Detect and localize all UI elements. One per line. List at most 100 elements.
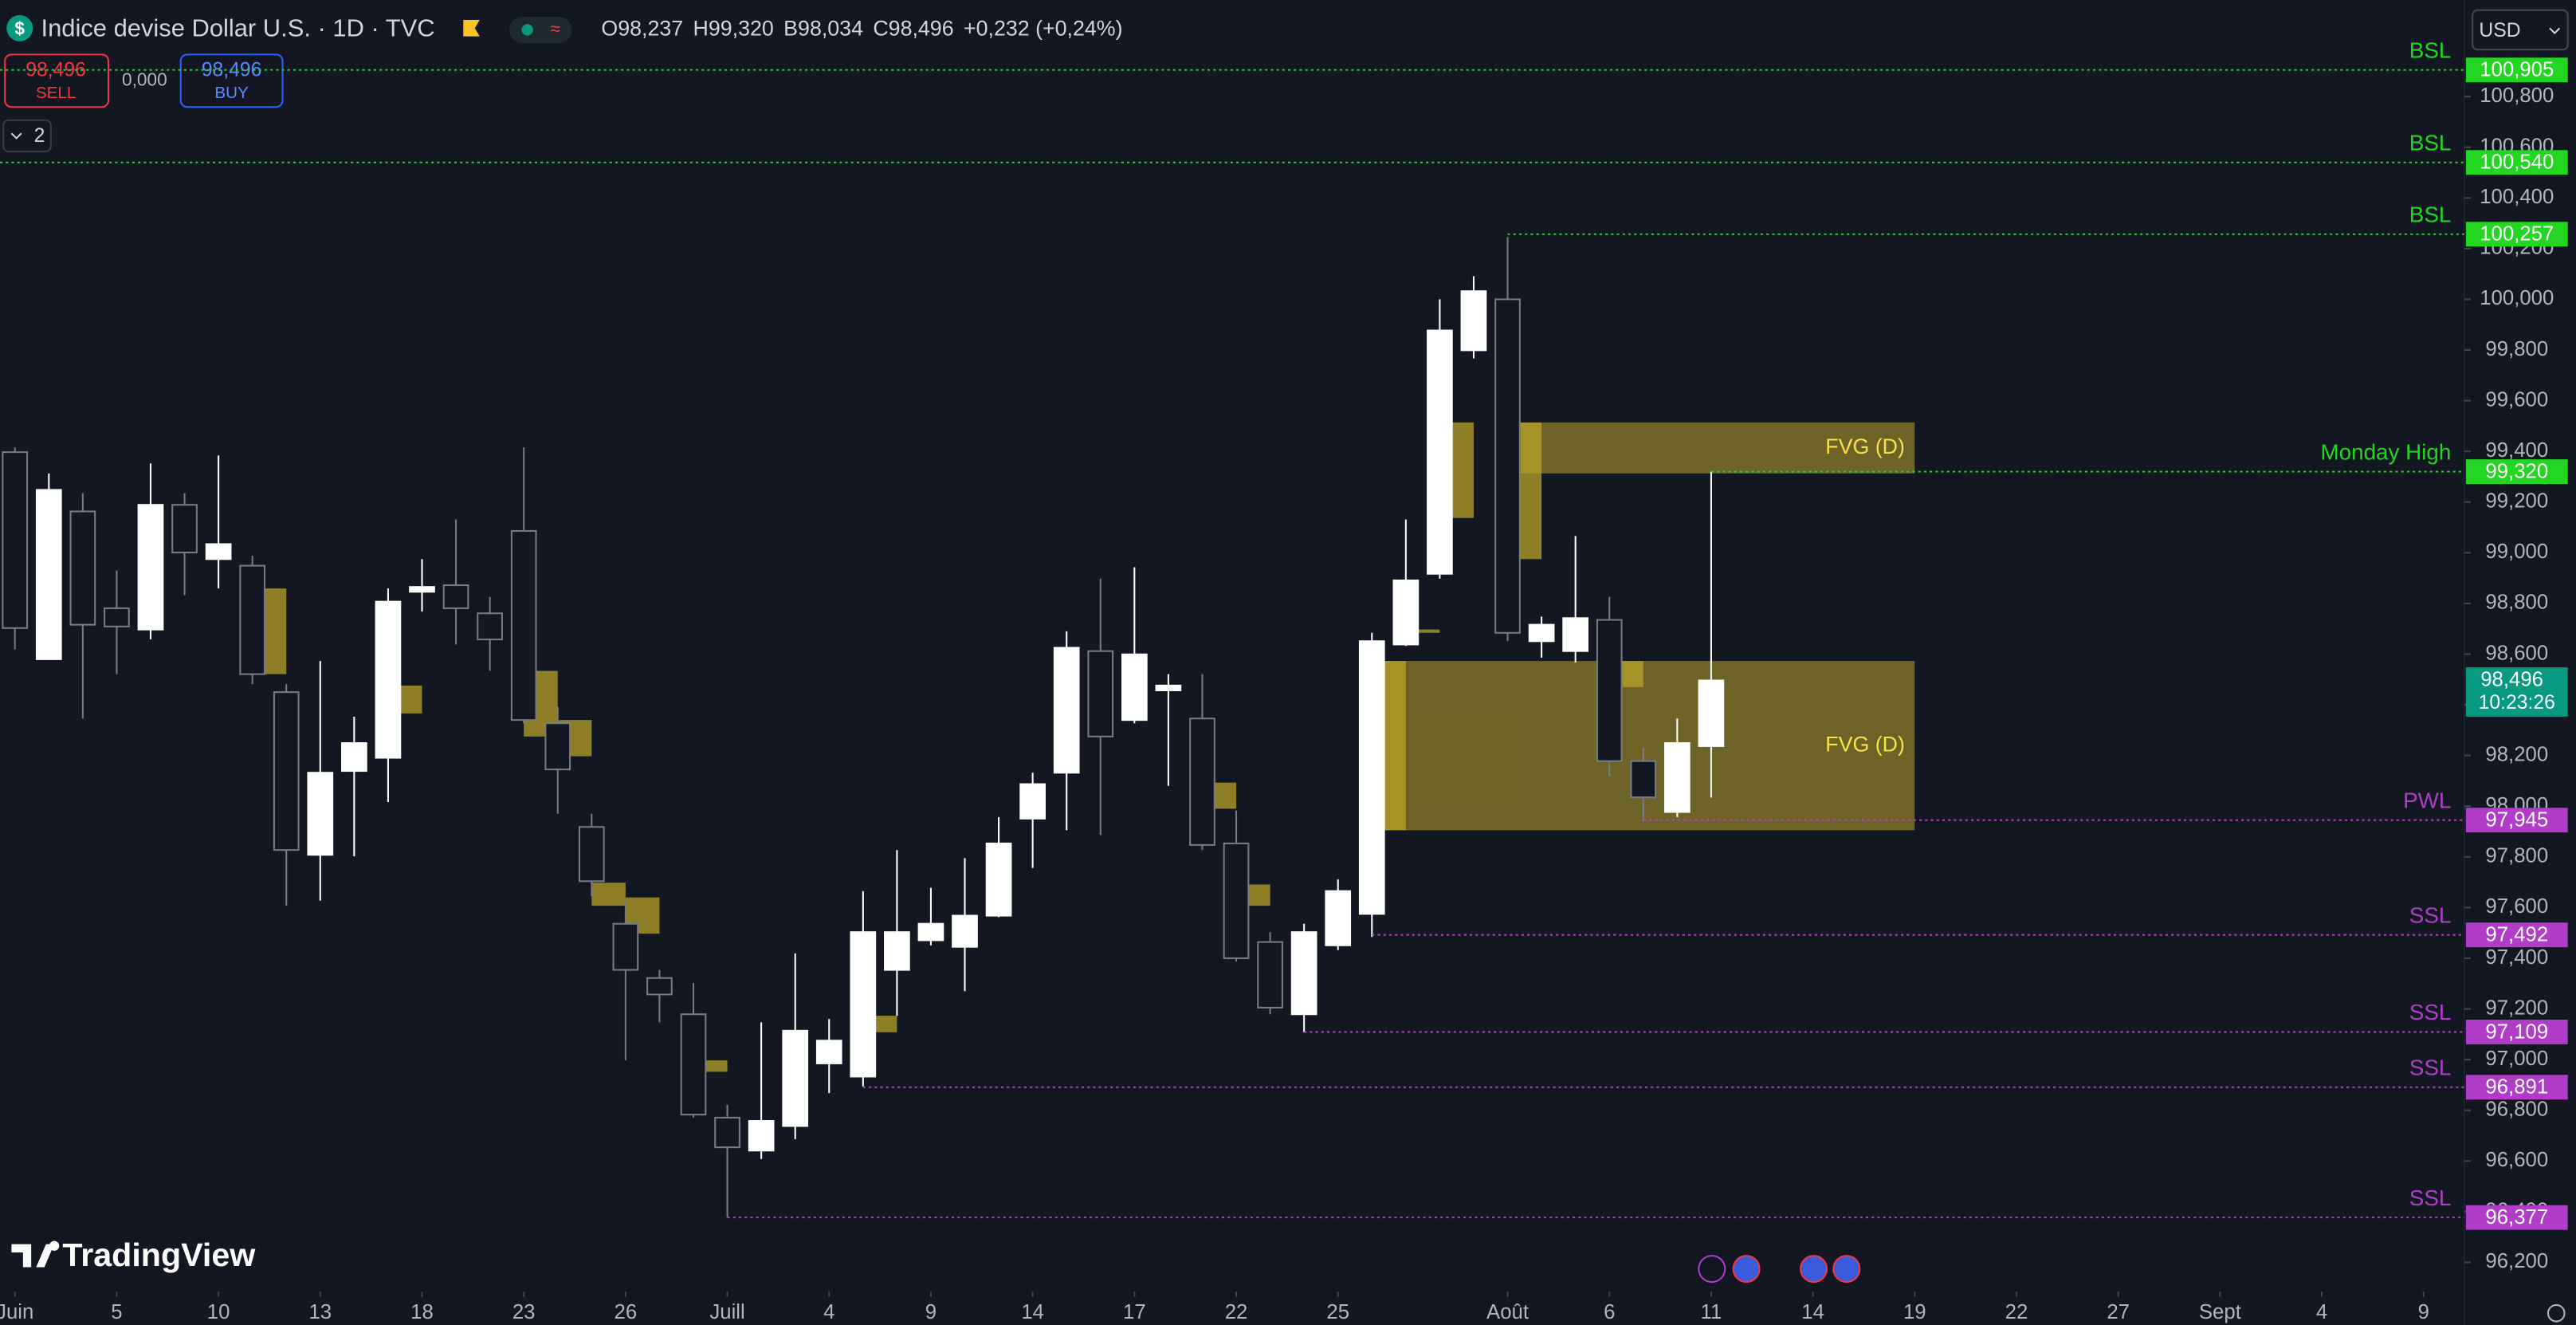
y-tick-label: 99,000	[2485, 541, 2548, 563]
event-icon[interactable]	[1800, 1255, 1828, 1284]
x-tick-label: 22	[1225, 1301, 1248, 1323]
level-badge-label: 97,109	[2485, 1020, 2548, 1043]
ohlc-value: 98,496	[889, 17, 954, 41]
last-price-label: 98,496	[2480, 668, 2543, 690]
level-badge-label: 97,945	[2485, 809, 2548, 832]
countdown: 10:23:26	[2479, 692, 2555, 714]
plot: FVG (D) FVG (D)	[2, 237, 1915, 1218]
candle-body	[1630, 760, 1657, 799]
level-badge-label: 100,540	[2480, 151, 2554, 174]
indicator-toggle[interactable]	[2, 119, 52, 152]
x-tick-label: Juin	[0, 1301, 33, 1323]
level-badge	[2465, 1205, 2568, 1230]
x-tick-label: 14	[1801, 1301, 1824, 1323]
fvg-gap	[1405, 629, 1440, 633]
x-tick-label: 9	[925, 1301, 937, 1323]
fvg-label: FVG (D)	[1825, 732, 1905, 756]
candle-body	[1121, 653, 1148, 721]
candle-body	[1223, 842, 1250, 959]
candle-body	[782, 1029, 809, 1127]
settings-icon[interactable]	[2547, 1303, 2566, 1323]
level-badge-label: 96,891	[2485, 1076, 2548, 1099]
y-tick-label: 96,600	[2485, 1149, 2548, 1171]
level-badge	[2465, 922, 2568, 948]
event-icon[interactable]	[1698, 1255, 1726, 1284]
last-price-badge	[2465, 667, 2568, 717]
y-tick-label: 99,400	[2485, 439, 2548, 462]
level-badge	[2465, 150, 2568, 175]
level-badge	[2465, 459, 2568, 485]
chevron	[10, 132, 22, 140]
candle-body	[205, 543, 232, 560]
x-tick-label: 19	[1903, 1301, 1926, 1323]
candle-body	[171, 504, 198, 554]
candle-body	[307, 772, 334, 856]
ohlc-key: B	[783, 17, 798, 41]
candle-body	[952, 914, 978, 948]
candle-body	[1019, 783, 1046, 820]
level-badge-label: 99,320	[2485, 460, 2548, 482]
candle-body	[1494, 298, 1521, 634]
level-name: SSL	[2409, 1055, 2452, 1079]
candle-body	[104, 607, 130, 627]
level-name: SSL	[2409, 1000, 2452, 1024]
y-tick-label: 96,200	[2485, 1250, 2548, 1272]
y-tick-label: 98,800	[2485, 592, 2548, 614]
buy-button[interactable]	[179, 53, 284, 108]
ohlc-value: 99,320	[709, 17, 774, 41]
candle-body	[35, 489, 62, 660]
y-tick-label: 97,200	[2485, 997, 2548, 1019]
ohlc-line: O98,237 H99,320 B98,034 C98,496 +0,232 (+0,2…	[601, 17, 1122, 41]
x-tick-label: 10	[207, 1301, 230, 1323]
candle-body	[917, 922, 944, 942]
x-tick-label: 26	[615, 1301, 638, 1323]
candle-body	[137, 504, 164, 631]
currency-select[interactable]	[2472, 9, 2569, 51]
candle-body	[409, 586, 435, 593]
candle-body	[477, 612, 503, 641]
candle-body	[1290, 931, 1317, 1016]
event-icon[interactable]	[1732, 1255, 1761, 1284]
candle-body	[1189, 718, 1215, 846]
y-tick-label: 97,000	[2485, 1048, 2548, 1070]
y-tick-label: 99,600	[2485, 388, 2548, 411]
x-tick-label: Août	[1486, 1301, 1529, 1323]
ohlc-key: H	[693, 17, 709, 41]
x-tick-label: 6	[1604, 1301, 1615, 1323]
level-badge	[2465, 1019, 2568, 1044]
x-tick-label: 27	[2107, 1301, 2130, 1323]
status-dot	[521, 24, 533, 36]
x-tick-label: 11	[1701, 1301, 1722, 1323]
flag-icon[interactable]	[463, 20, 480, 37]
candle-body	[375, 600, 402, 759]
candle-body	[273, 691, 300, 851]
spread: 0,000	[122, 69, 167, 89]
candle-body	[1427, 329, 1453, 575]
ohlc-change: +0,232 (+0,24%)	[964, 17, 1123, 41]
x-tick-label: 9	[2418, 1301, 2429, 1323]
x-tick-label: 4	[823, 1301, 834, 1323]
candle-body	[1562, 617, 1589, 652]
candle-body	[1087, 650, 1114, 737]
level-badge-label: 100,905	[2480, 59, 2554, 81]
sell-button[interactable]	[4, 53, 110, 108]
x-tick-label: 13	[308, 1301, 332, 1323]
buy-label: BUY	[214, 84, 249, 102]
watermark: TradingView	[62, 1237, 256, 1273]
candle-body	[612, 922, 639, 971]
y-tick-label: 100,000	[2480, 287, 2554, 309]
x-tick-label: 22	[2005, 1301, 2028, 1323]
symbol-icon	[6, 14, 33, 41]
candle-body	[815, 1040, 842, 1064]
event-icon[interactable]	[1832, 1255, 1861, 1284]
ohlc-key: O	[601, 17, 618, 41]
x-tick-label: 14	[1021, 1301, 1044, 1323]
x-tick-label: 25	[1326, 1301, 1349, 1323]
candle-body	[748, 1120, 775, 1152]
candle-body	[1325, 890, 1352, 946]
status-wave: ≈	[550, 18, 560, 38]
